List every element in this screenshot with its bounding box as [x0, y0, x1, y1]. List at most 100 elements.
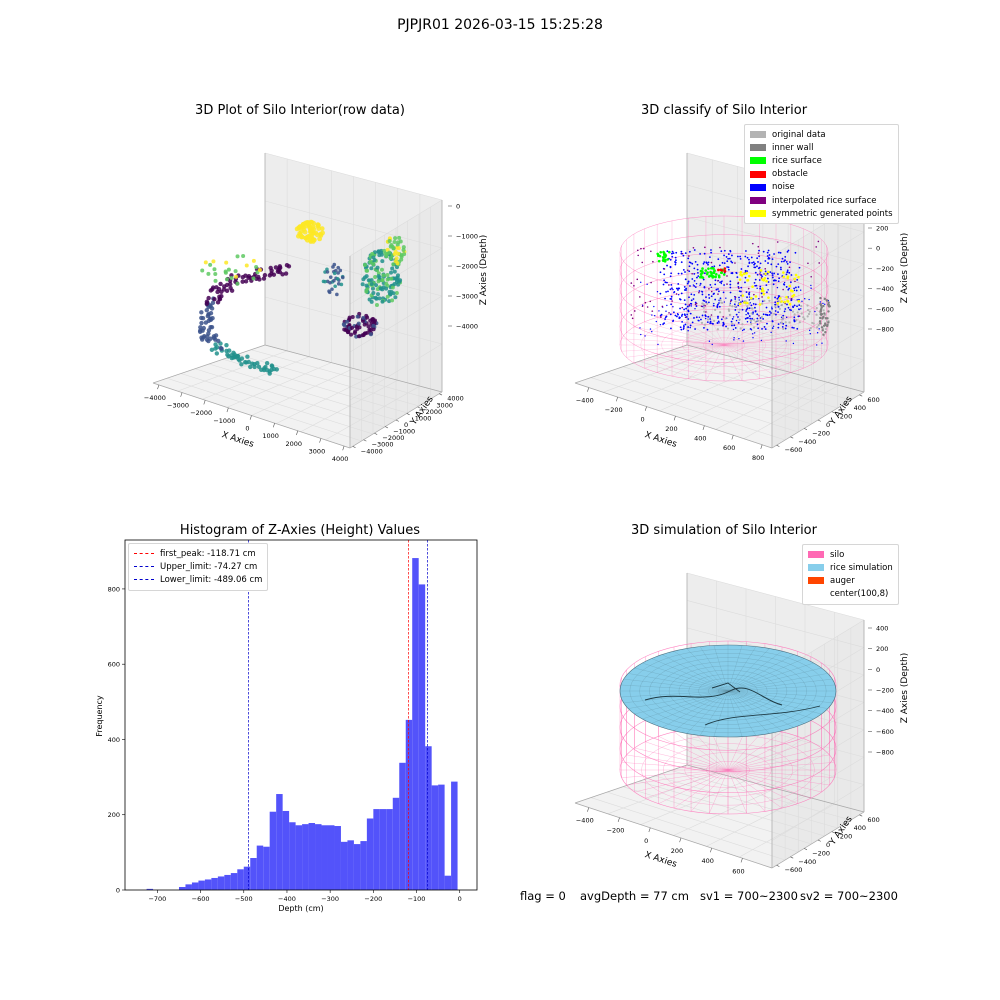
data-point	[208, 310, 214, 316]
tick-mark	[644, 406, 647, 411]
silo-floor-spoke	[727, 769, 798, 804]
class-point	[793, 287, 795, 290]
class-point	[738, 287, 740, 290]
class-point	[807, 262, 809, 265]
histogram-bar	[308, 823, 316, 890]
legend-label: symmetric generated points	[772, 208, 893, 219]
class-point	[790, 299, 793, 302]
data-point	[370, 318, 375, 323]
silo-floor-spoke	[709, 769, 729, 814]
histogram-bar	[360, 841, 367, 890]
x-tick-label: −200	[607, 827, 625, 835]
class-point	[781, 257, 784, 260]
class-point	[758, 279, 761, 281]
class-point	[684, 271, 686, 273]
data-point	[299, 234, 305, 240]
class-point	[782, 271, 785, 274]
class-point	[699, 284, 701, 286]
data-point	[283, 271, 289, 276]
class-point	[735, 319, 738, 322]
class-point	[780, 300, 783, 303]
tick-mark	[648, 827, 651, 833]
class-point	[710, 271, 713, 275]
class-point	[737, 321, 740, 324]
histogram-bar	[321, 825, 328, 890]
class-point	[752, 318, 756, 321]
class-point	[717, 315, 719, 318]
class-point	[738, 311, 740, 314]
class-point	[780, 260, 783, 263]
silo-floor-ring	[703, 337, 745, 353]
class-point	[631, 317, 634, 320]
y-tick-label: −600	[785, 446, 803, 454]
panel4-z-ticks: −800 −600 −400 −200 0 200 400	[868, 625, 894, 757]
class-point	[788, 287, 791, 290]
legend-swatch	[808, 590, 824, 598]
class-point	[816, 344, 818, 346]
class-point	[765, 306, 768, 309]
class-point	[711, 343, 713, 346]
class-point	[666, 258, 669, 261]
histogram-bar	[386, 809, 393, 890]
class-point	[739, 255, 742, 258]
class-point	[820, 306, 823, 309]
data-point	[377, 296, 382, 301]
class-point	[687, 326, 690, 328]
histogram-bar	[269, 811, 277, 890]
class-point	[746, 317, 749, 319]
class-point	[644, 301, 647, 304]
class-point	[767, 277, 769, 280]
class-point	[693, 317, 695, 319]
data-point	[225, 352, 230, 357]
class-point	[756, 257, 759, 260]
class-point	[734, 300, 737, 303]
legend-label: Upper_limit: -74.27 cm	[160, 561, 258, 572]
class-point	[633, 310, 636, 312]
class-point	[819, 296, 822, 300]
histogram-bar	[334, 826, 341, 890]
class-point	[751, 317, 754, 320]
data-point	[284, 263, 290, 268]
y-tick-label: 600	[867, 816, 879, 824]
class-point	[774, 303, 777, 306]
histogram-ylabel: Frequency	[95, 695, 104, 737]
class-point	[780, 318, 784, 321]
histogram-bar	[237, 869, 244, 890]
data-point	[210, 300, 216, 306]
class-point	[737, 304, 740, 307]
class-point	[695, 305, 698, 307]
tick-mark	[180, 392, 183, 397]
class-point	[709, 320, 712, 323]
class-point	[650, 281, 652, 284]
class-point	[723, 270, 727, 273]
class-point	[738, 299, 740, 301]
data-point	[231, 350, 236, 355]
class-point	[716, 306, 719, 309]
class-point	[720, 250, 723, 253]
data-point	[336, 265, 341, 270]
silo-floor-spoke	[727, 754, 830, 771]
class-point	[659, 314, 662, 317]
x-tick-label: 0	[644, 837, 648, 845]
class-point	[776, 286, 779, 289]
class-point	[716, 321, 719, 324]
data-point	[401, 248, 406, 253]
histogram-bar	[353, 844, 361, 890]
class-point	[719, 246, 721, 249]
class-point	[663, 253, 667, 256]
legend-swatch	[750, 183, 766, 191]
silo-floor-spoke	[658, 769, 729, 804]
class-point	[694, 286, 697, 289]
class-point	[756, 323, 759, 326]
class-point	[710, 251, 713, 254]
class-point	[777, 296, 780, 299]
class-point	[819, 322, 822, 325]
class-point	[660, 316, 662, 318]
silo-floor-spoke	[727, 731, 783, 771]
class-point	[786, 300, 790, 303]
class-point	[760, 292, 763, 295]
class-point	[683, 324, 685, 327]
class-point	[758, 266, 761, 269]
silo-floor-spoke	[723, 344, 777, 377]
data-point	[378, 286, 383, 291]
